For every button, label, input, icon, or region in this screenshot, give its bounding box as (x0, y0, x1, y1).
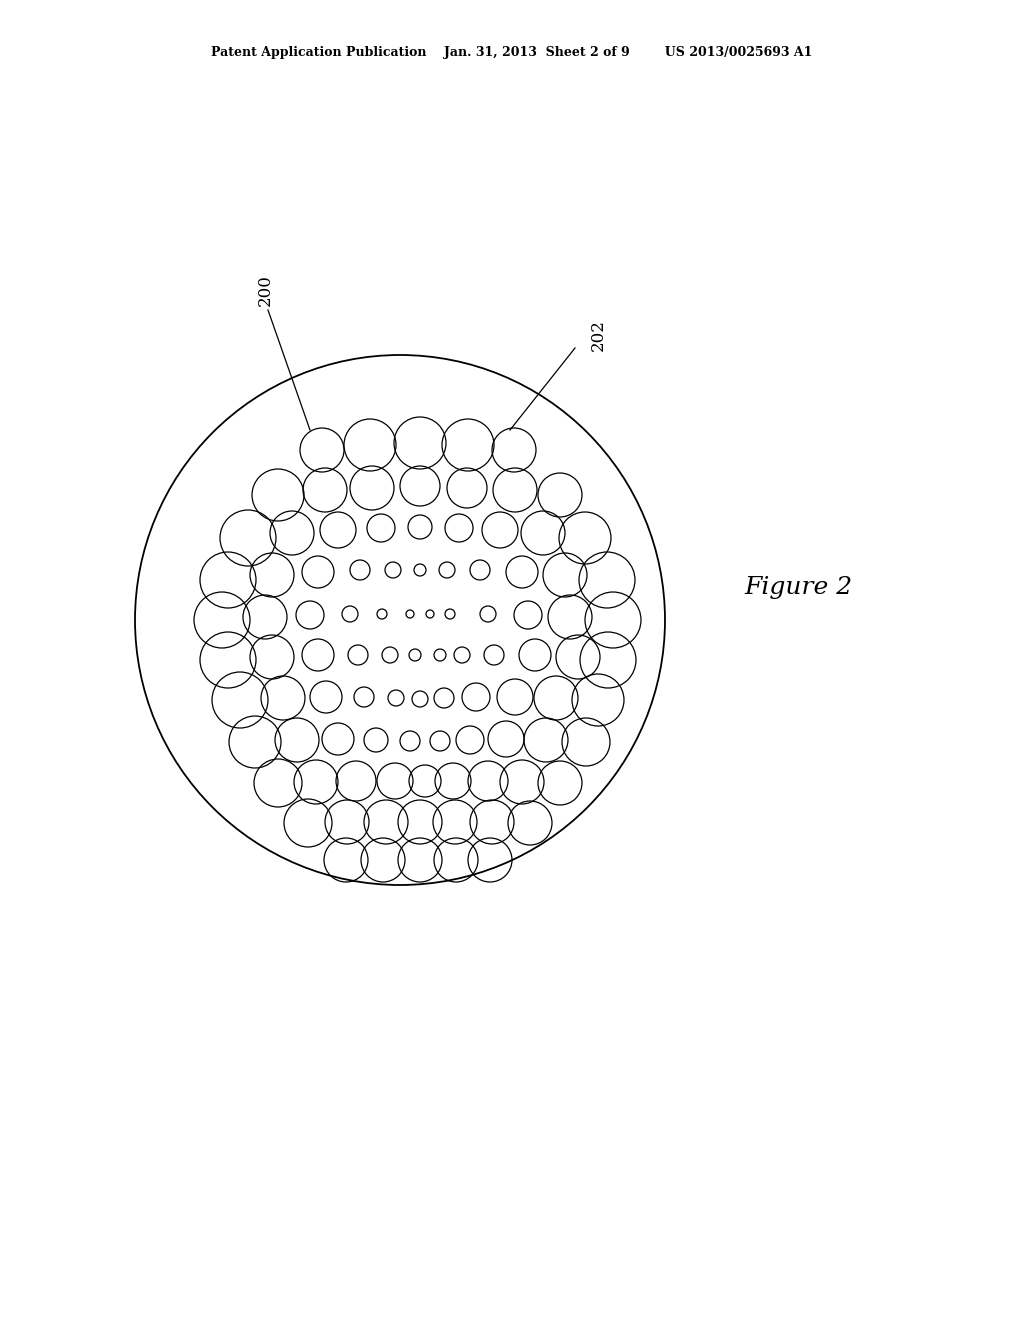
Text: Figure 2: Figure 2 (744, 576, 853, 599)
Text: 202: 202 (590, 319, 606, 351)
Text: 200: 200 (256, 275, 273, 306)
Text: Patent Application Publication    Jan. 31, 2013  Sheet 2 of 9        US 2013/002: Patent Application Publication Jan. 31, … (211, 46, 813, 59)
